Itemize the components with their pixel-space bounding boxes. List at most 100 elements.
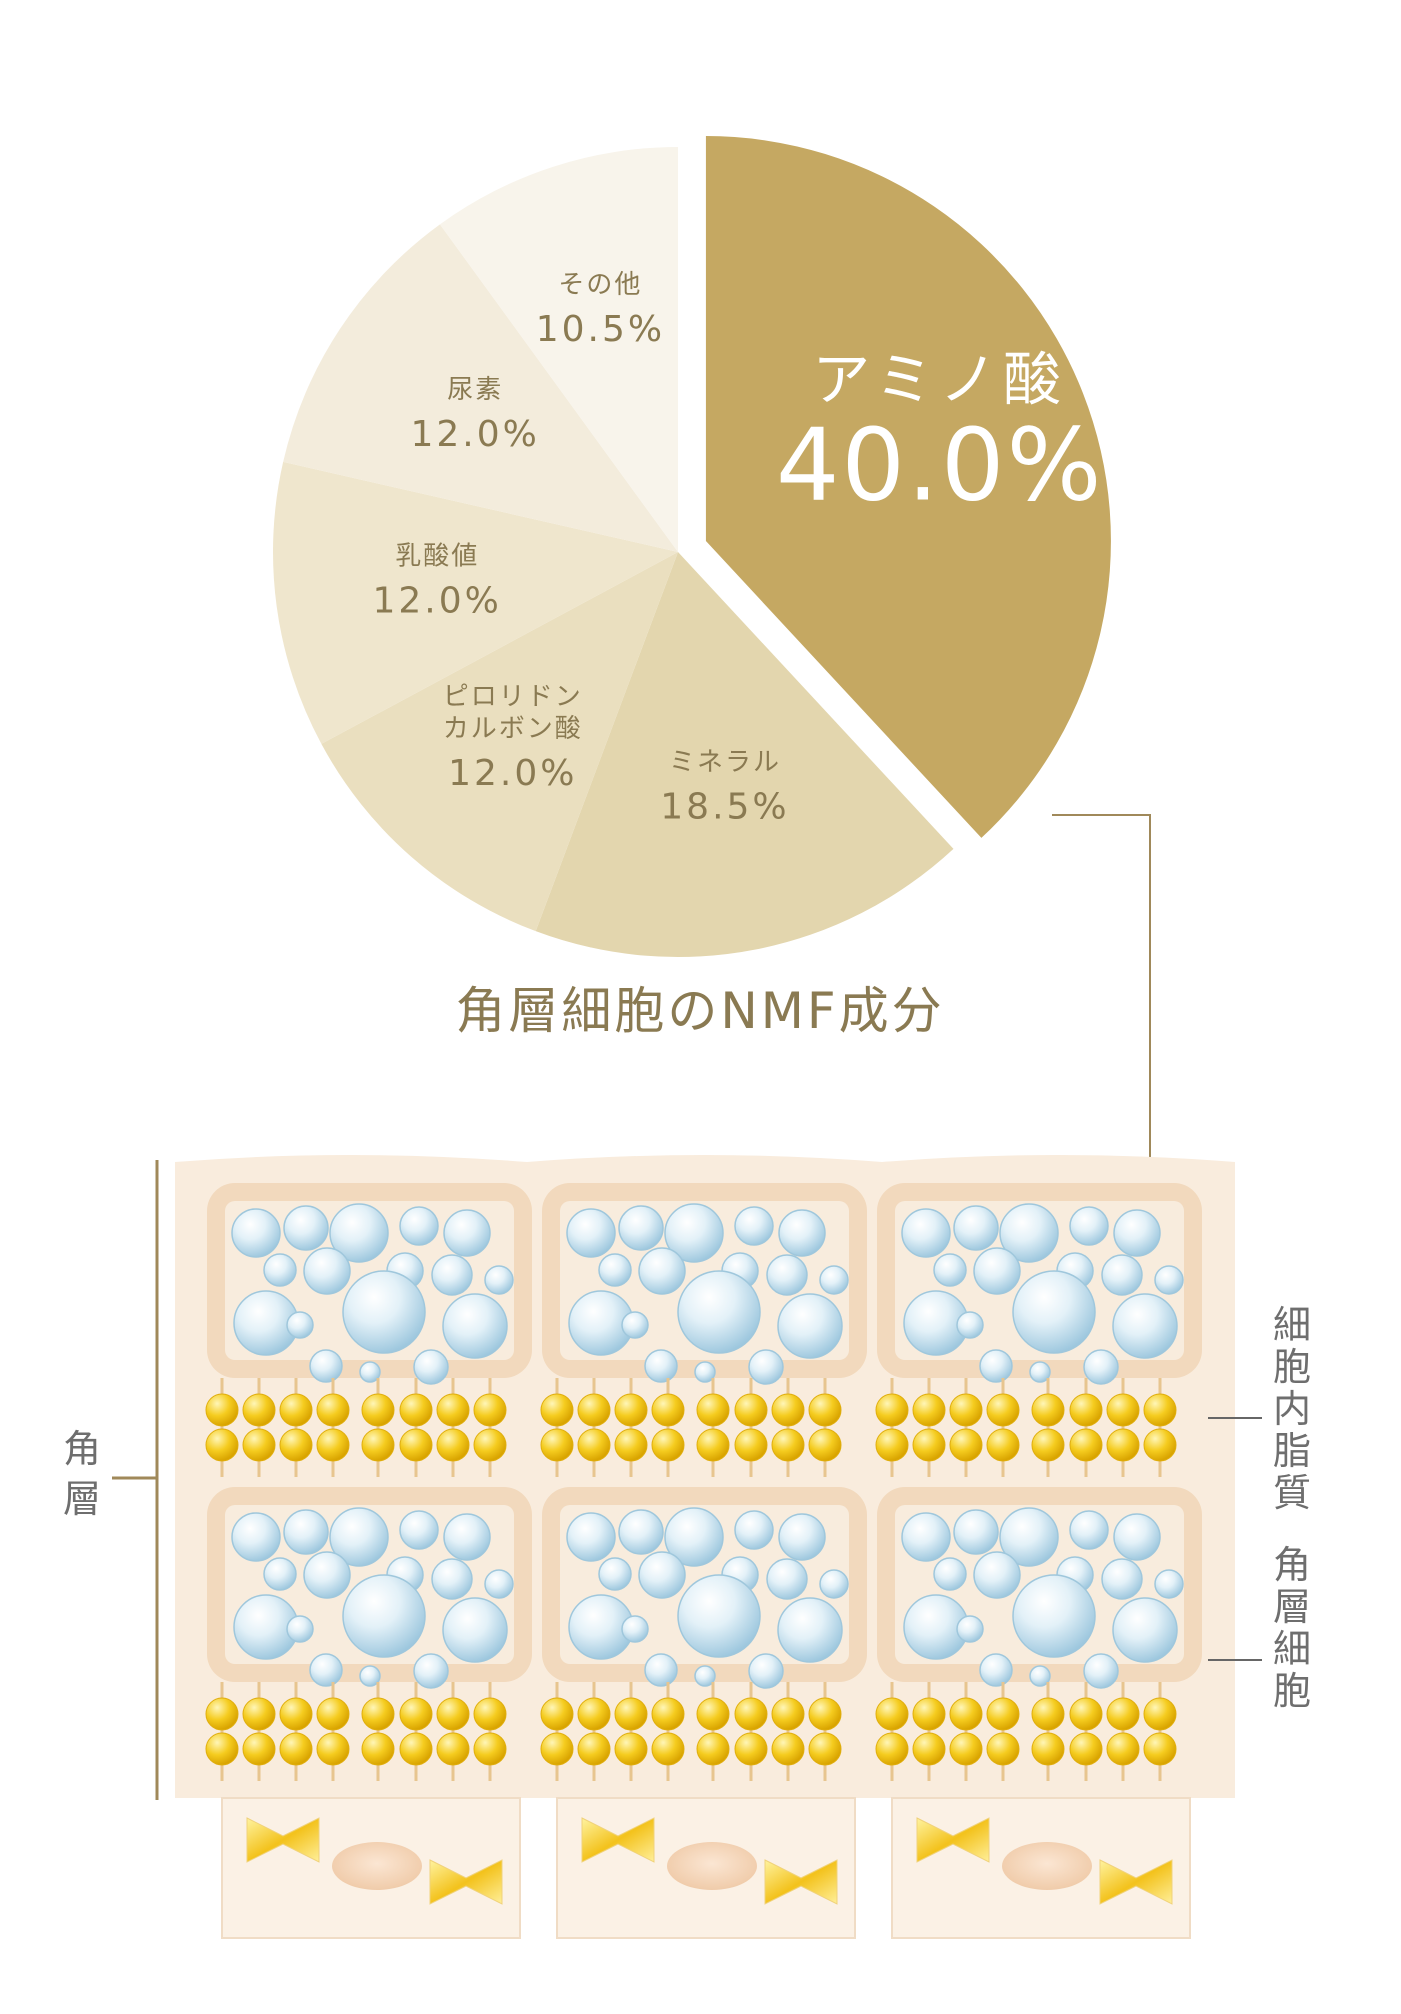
lipid-molecule (399, 1428, 433, 1462)
lipid-molecule (912, 1697, 946, 1731)
lipid-molecule (651, 1428, 685, 1462)
lipid-molecule (399, 1732, 433, 1766)
lipid-molecule (540, 1428, 574, 1462)
lipid-molecule (205, 1393, 239, 1427)
lipid-molecule (473, 1428, 507, 1462)
lipid-molecule (242, 1732, 276, 1766)
lipid-molecule (949, 1393, 983, 1427)
pie-slice (273, 461, 678, 744)
lamellar-granule (916, 1817, 990, 1863)
lipid-layer (205, 1378, 1177, 1477)
lipid-molecule (614, 1393, 648, 1427)
lipid-molecule (316, 1697, 350, 1731)
corneocyte (877, 1183, 1202, 1385)
water-bubble (1113, 1513, 1161, 1561)
lipid-molecule (949, 1697, 983, 1731)
water-bubble (933, 1557, 967, 1591)
lipid-molecule (1031, 1732, 1065, 1766)
water-bubble (1112, 1293, 1178, 1359)
water-bubble (309, 1349, 343, 1383)
lipid-molecule (771, 1732, 805, 1766)
pie-slice-label: 乳酸値 (395, 542, 479, 572)
water-bubble (443, 1209, 491, 1257)
lipid-molecule (577, 1732, 611, 1766)
water-bubble (443, 1513, 491, 1561)
pie-slice (439, 147, 678, 552)
lipid-molecule (279, 1697, 313, 1731)
lipid-molecule (540, 1732, 574, 1766)
pie-slice (321, 552, 678, 932)
pie-slice-label: 尿素 (447, 375, 503, 405)
nucleus (667, 1842, 757, 1890)
lipid-molecule (875, 1393, 909, 1427)
water-bubble (303, 1247, 351, 1295)
water-bubble (1113, 1209, 1161, 1257)
corneocyte (207, 1183, 532, 1385)
lamellar-granule (246, 1817, 320, 1863)
water-bubble (1112, 1597, 1178, 1663)
water-bubble (979, 1653, 1013, 1687)
stratum-corneum-label: 角層 (63, 1427, 101, 1521)
lipid-molecule (912, 1732, 946, 1766)
lipid-molecule (540, 1393, 574, 1427)
water-bubble (231, 1208, 281, 1258)
water-bubble (677, 1270, 761, 1354)
water-bubble (431, 1254, 473, 1296)
water-bubble (819, 1265, 849, 1295)
water-bubble (901, 1208, 951, 1258)
water-bubble (1154, 1265, 1184, 1295)
lipid-molecule (696, 1393, 730, 1427)
right-labels: 細胞内脂質 角層細胞 (1208, 1303, 1311, 1713)
water-bubble (973, 1247, 1021, 1295)
water-bubble (1069, 1206, 1109, 1246)
granular-cell (891, 1797, 1191, 1939)
water-bubble (359, 1361, 381, 1383)
water-bubble (621, 1615, 649, 1643)
lipid-molecule (734, 1428, 768, 1462)
lipid-molecule (316, 1428, 350, 1462)
lipid-molecule (808, 1732, 842, 1766)
water-bubble (263, 1253, 297, 1287)
water-bubble (956, 1311, 984, 1339)
lipid-molecule (242, 1428, 276, 1462)
lipid-molecule (279, 1393, 313, 1427)
lipid-molecule (696, 1697, 730, 1731)
lipid-molecule (614, 1697, 648, 1731)
lipid-molecule (473, 1732, 507, 1766)
water-bubble (1069, 1510, 1109, 1550)
water-bubble (399, 1206, 439, 1246)
water-bubble (1101, 1254, 1143, 1296)
water-bubble (329, 1203, 389, 1263)
nucleus (1002, 1842, 1092, 1890)
lipid-molecule (1143, 1393, 1177, 1427)
water-bubble (431, 1558, 473, 1600)
water-bubble (342, 1270, 426, 1354)
water-bubble (399, 1510, 439, 1550)
lipid-molecule (651, 1393, 685, 1427)
water-bubble (309, 1653, 343, 1687)
lipid-molecule (696, 1428, 730, 1462)
water-bubble (999, 1507, 1059, 1567)
lipid-molecule (436, 1393, 470, 1427)
lipid-molecule (986, 1697, 1020, 1731)
lipid-molecule (361, 1697, 395, 1731)
lipid-molecule (696, 1732, 730, 1766)
lipid-molecule (651, 1732, 685, 1766)
pie-slice-label: カルボン酸 (443, 714, 583, 744)
lipid-molecule (1031, 1393, 1065, 1427)
corneocyte (207, 1487, 532, 1689)
granular-cell (556, 1797, 856, 1939)
lipid-molecule (808, 1428, 842, 1462)
lipid-molecule (1069, 1428, 1103, 1462)
water-bubble (1012, 1270, 1096, 1354)
lipid-molecule (577, 1393, 611, 1427)
nucleus (332, 1842, 422, 1890)
lipid-molecule (1031, 1697, 1065, 1731)
lipid-molecule (436, 1732, 470, 1766)
water-bubble (999, 1203, 1059, 1263)
lipid-molecule (949, 1428, 983, 1462)
water-bubble (413, 1349, 449, 1385)
left-bracket: 角層 (63, 1160, 159, 1800)
